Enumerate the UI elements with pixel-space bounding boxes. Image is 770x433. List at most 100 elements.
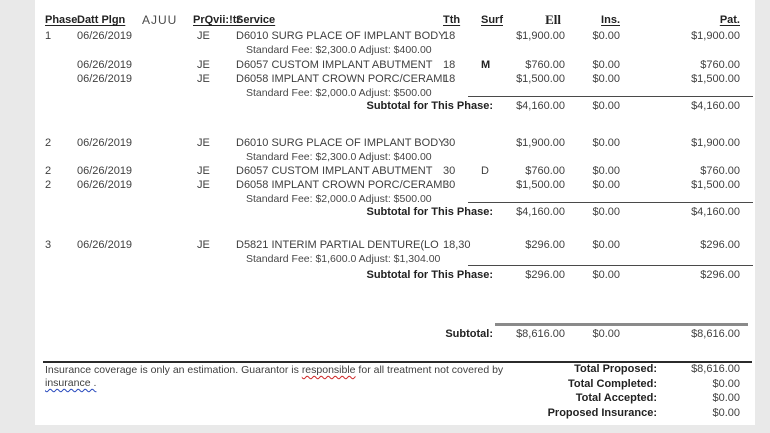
insurance-cell: $0.00	[592, 179, 620, 191]
total-completed-label: Total Completed:	[567, 377, 657, 390]
fee-cell: $1,900.00	[516, 137, 565, 149]
header-date: Datt Plgn	[77, 14, 126, 26]
phase-subtotal-fee: $4,160.00	[516, 206, 565, 218]
fee-cell: $1,900.00	[516, 30, 565, 42]
insurance-cell: $0.00	[592, 165, 620, 177]
surface-cell	[475, 239, 503, 253]
surface-cell	[475, 73, 503, 87]
tooth-cell: 18,30	[443, 239, 471, 251]
total-accepted-label: Total Accepted:	[575, 392, 657, 405]
grand-subtotal-label: Subtotal:	[445, 328, 493, 340]
service-cell: D6057 CUSTOM IMPLANT ABUTMENT	[236, 59, 433, 71]
tooth-cell: 30	[443, 179, 456, 191]
insurance-cell: $0.00	[592, 30, 620, 42]
header-tooth: Tth	[443, 14, 461, 26]
ajuu-cell	[142, 73, 193, 87]
ajuu-cell	[142, 239, 193, 253]
treatment-plan-report-page: Phase Datt Plgn AJUU PrQvii:!tr Service …	[35, 0, 755, 425]
disclaimer-text: for all treatment not covered by	[355, 364, 504, 376]
proposed-insurance-value: $0.00	[712, 406, 740, 419]
tooth-cell: 18	[443, 30, 456, 42]
surface-cell	[475, 137, 503, 151]
totals-summary: Total Proposed: $8,616.00 Total Complete…	[487, 363, 740, 421]
phase-cell: 2	[45, 137, 52, 149]
phase-subtotal-divider	[468, 202, 753, 203]
proposed-insurance-label: Proposed Insurance:	[547, 406, 657, 419]
phase-subtotal-divider	[468, 96, 753, 97]
insurance-cell: $0.00	[592, 239, 620, 251]
service-cell: D6058 IMPLANT CROWN PORC/CERAMI	[236, 73, 446, 85]
date-cell: 06/26/2019	[77, 239, 133, 251]
ajuu-cell	[142, 179, 193, 193]
footer-divider	[43, 361, 752, 363]
header-insurance: Ins.	[601, 14, 620, 26]
patient-cell: $1,900.00	[691, 137, 740, 149]
phase-cell	[45, 73, 77, 87]
ajuu-cell	[142, 30, 193, 44]
procedure-row: 2 06/26/2019 JE D6058 IMPLANT CROWN PORC…	[45, 179, 740, 193]
total-accepted-value: $0.00	[712, 392, 740, 405]
phase-subtotal-fee: $4,160.00	[516, 100, 565, 112]
standard-fee-note: Standard Fee: $2,300.0 Adjust: $400.00	[246, 151, 432, 163]
provider-cell: JE	[197, 179, 210, 191]
patient-cell: $760.00	[700, 59, 740, 71]
total-proposed-value: $8,616.00	[691, 363, 740, 375]
provider-cell: JE	[197, 30, 210, 42]
phase-subtotal-insurance: $0.00	[592, 100, 620, 112]
fee-cell: $760.00	[525, 165, 565, 177]
provider-cell: JE	[197, 239, 210, 251]
standard-fee-note: Standard Fee: $1,600.0 Adjust: $1,304.00	[246, 253, 441, 265]
insurance-cell: $0.00	[592, 59, 620, 71]
grand-subtotal-patient: $8,616.00	[691, 328, 740, 340]
fee-cell: $296.00	[525, 239, 565, 251]
standard-fee-note: Standard Fee: $2,000.0 Adjust: $500.00	[246, 193, 432, 205]
phase-cell: 3	[45, 239, 52, 251]
grand-subtotal-row: Subtotal: $8,616.00 $0.00 $8,616.00	[45, 328, 740, 342]
insurance-cell: $0.00	[592, 137, 620, 149]
procedure-row: 1 06/26/2019 JE D6010 SURG PLACE OF IMPL…	[45, 30, 740, 44]
disclaimer-text: Insurance coverage is only an estimation…	[45, 364, 302, 376]
date-cell: 06/26/2019	[77, 73, 133, 85]
phase-subtotal-row: Subtotal for This Phase: $4,160.00 $0.00…	[45, 100, 740, 114]
provider-cell: JE	[197, 73, 210, 85]
misspelled-word: responsible	[301, 364, 356, 376]
date-cell: 06/26/2019	[77, 179, 133, 191]
date-cell: 06/26/2019	[77, 165, 133, 177]
total-completed-value: $0.00	[712, 377, 740, 390]
fee-cell: $1,500.00	[516, 73, 565, 85]
standard-fee-note-row: Standard Fee: $2,000.0 Adjust: $500.00	[45, 87, 740, 101]
phase-subtotal-row: Subtotal for This Phase: $296.00 $0.00 $…	[45, 269, 740, 283]
standard-fee-note-row: Standard Fee: $2,300.0 Adjust: $400.00	[45, 44, 740, 58]
patient-cell: $1,500.00	[691, 73, 740, 85]
grand-subtotal-divider	[495, 323, 748, 326]
service-cell: D6010 SURG PLACE OF IMPLANT BODY	[236, 137, 446, 149]
tooth-cell: 18	[443, 73, 456, 85]
service-cell: D5821 INTERIM PARTIAL DENTURE(LO	[236, 239, 439, 251]
phase-subtotal-label: Subtotal for This Phase:	[366, 269, 493, 281]
header-fee: Ell	[545, 12, 561, 27]
ajuu-cell	[142, 59, 193, 73]
grand-subtotal-fee: $8,616.00	[516, 328, 565, 340]
surface-cell	[475, 179, 503, 193]
procedure-row: 06/26/2019 JE D6058 IMPLANT CROWN PORC/C…	[45, 73, 740, 87]
standard-fee-note: Standard Fee: $2,000.0 Adjust: $500.00	[246, 87, 432, 99]
date-cell: 06/26/2019	[77, 137, 133, 149]
provider-cell: JE	[197, 137, 210, 149]
grand-subtotal-insurance: $0.00	[592, 328, 620, 340]
surface-cell	[475, 30, 503, 44]
phase-subtotal-insurance: $0.00	[592, 206, 620, 218]
phase-subtotal-divider	[468, 265, 753, 266]
standard-fee-note-row: Standard Fee: $2,000.0 Adjust: $500.00	[45, 193, 740, 207]
phase-cell	[45, 59, 77, 73]
provider-cell: JE	[197, 59, 210, 71]
header-surface: Surf	[481, 14, 503, 26]
tooth-cell: 30	[443, 165, 456, 177]
phase-subtotal-label: Subtotal for This Phase:	[366, 206, 493, 218]
service-cell: D6057 CUSTOM IMPLANT ABUTMENT	[236, 165, 433, 177]
phase-subtotal-insurance: $0.00	[592, 269, 620, 281]
header-ajuu: AJUU	[142, 13, 178, 27]
standard-fee-note: Standard Fee: $2,300.0 Adjust: $400.00	[246, 44, 432, 56]
date-cell: 06/26/2019	[77, 30, 133, 42]
standard-fee-note-row: Standard Fee: $2,300.0 Adjust: $400.00	[45, 151, 740, 165]
